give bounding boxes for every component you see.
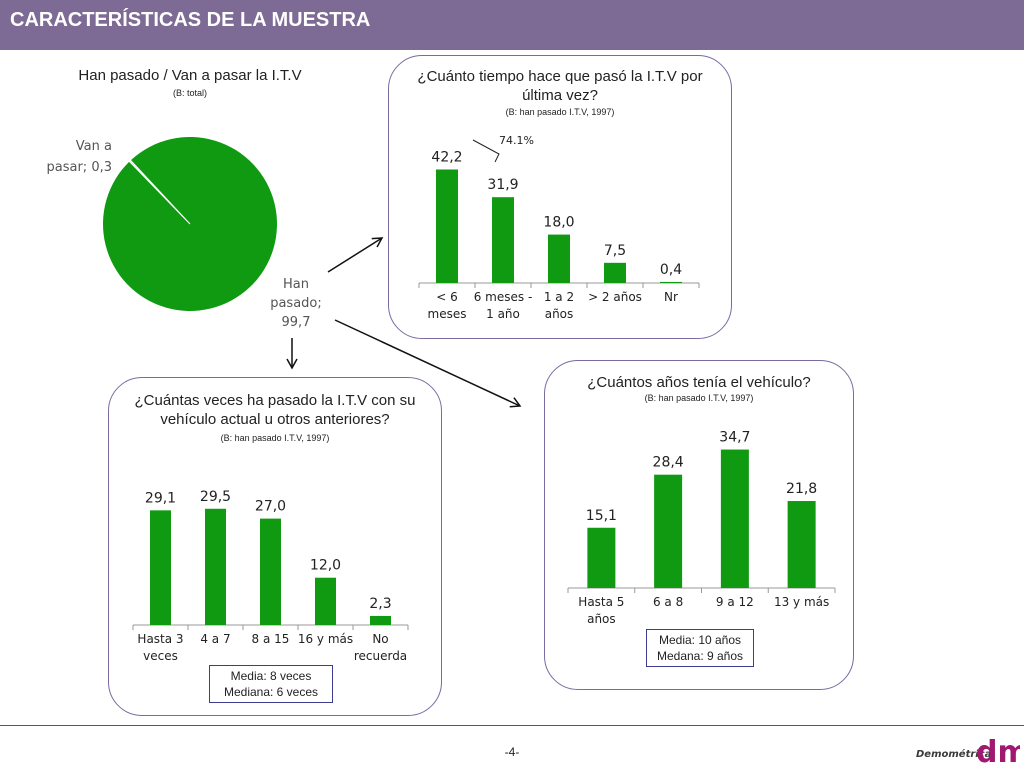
age-category-label-2: 9 a 12 [716, 595, 754, 609]
time-value-label-0: 42,2 [431, 149, 462, 165]
times-category-label-1: 4 a 7 [200, 632, 230, 646]
age-value-label-2: 34,7 [719, 430, 750, 446]
times-bar-3 [315, 577, 336, 625]
time-bar-0 [436, 169, 458, 283]
pie-slice-van-a-pasar [128, 159, 191, 225]
age-bar-2 [720, 449, 749, 588]
times-category-label-0: veces [143, 649, 178, 663]
time-bar-1 [492, 197, 514, 283]
age-bar-1 [654, 474, 683, 588]
logo-mark: dm [976, 735, 1020, 766]
time-category-label-1: 1 año [486, 307, 520, 321]
logo-text: Demométrica [916, 748, 992, 760]
time-value-label-2: 18,0 [543, 215, 574, 231]
age-bar-0 [587, 527, 616, 588]
panel-itv-count: ¿Cuántas veces ha pasado la I.T.V con su… [108, 377, 442, 716]
age-value-label-3: 21,8 [786, 481, 817, 497]
time-chart-title: ¿Cuánto tiempo hace que pasó la I.T.V po… [417, 68, 703, 104]
times-chart-base: (B: han pasado I.T.V, 1997) [220, 433, 330, 443]
slide-title: CARACTERÍSTICAS DE LA MUESTRA [10, 9, 371, 31]
pie-label-han-pasado-line: 99,7 [282, 315, 311, 330]
panel-vehicle-age: ¿Cuántos años tenía el vehículo? (B: han… [544, 360, 854, 690]
pie-label-van-a-pasar-line: Van a [76, 139, 112, 154]
age-category-label-1: 6 a 8 [653, 595, 683, 609]
age-category-label-3: 13 y más [774, 595, 829, 609]
times-median: Mediana: 6 veces [223, 685, 319, 699]
times-stats-box: Media: 8 veces Mediana: 6 veces [209, 665, 333, 703]
times-value-label-4: 2,3 [369, 596, 391, 612]
age-chart-title: ¿Cuántos años tenía el vehículo? [587, 374, 811, 391]
age-value-label-1: 28,4 [653, 455, 684, 471]
time-category-label-4: Nr [664, 290, 678, 304]
times-bar-1 [205, 508, 226, 625]
pie-label-han-pasado-line: Han [283, 277, 309, 292]
times-value-label-0: 29,1 [145, 490, 176, 506]
pie-chart: Van a pasar; 0,3 Han pasado; 99,7 [47, 137, 322, 330]
time-category-label-0: < 6 [436, 290, 458, 304]
panel-time-since-itv: ¿Cuánto tiempo hace que pasó la I.T.V po… [388, 55, 732, 339]
time-value-label-3: 7,5 [604, 243, 626, 259]
demometrica-logo: Demométrica dm [916, 735, 1020, 766]
times-chart-title: ¿Cuántas veces ha pasado la I.T.V con su… [134, 392, 416, 428]
times-value-label-1: 29,5 [200, 489, 231, 505]
pie-label-han-pasado-line: pasado; [270, 296, 322, 311]
time-category-label-0: meses [428, 307, 467, 321]
times-category-label-2: 8 a 15 [252, 632, 290, 646]
page-number: -4- [504, 745, 520, 759]
times-bar-chart: 29,1 Hasta 3 veces 29,5 4 a 7 27,0 8 a 15 12,0 1… [132, 489, 409, 663]
time-bar-2 [548, 234, 570, 283]
times-value-label-2: 27,0 [255, 499, 286, 515]
age-category-label-0: años [587, 612, 616, 626]
time-bracket-line [472, 139, 500, 163]
time-bar-4 [660, 281, 682, 283]
time-bar-3 [604, 262, 626, 283]
times-category-label-4: recuerda [354, 649, 407, 663]
age-stats-box: Media: 10 años Medana: 9 años [646, 629, 754, 667]
time-value-label-1: 31,9 [487, 177, 518, 193]
times-value-label-3: 12,0 [310, 558, 341, 574]
time-category-label-2: 1 a 2 [544, 290, 574, 304]
age-median: Medana: 9 años [656, 649, 744, 663]
time-chart-base: (B: han pasado I.T.V, 1997) [505, 107, 615, 117]
time-category-label-2: años [545, 307, 574, 321]
times-mean: Media: 8 veces [230, 669, 312, 683]
pie-chart-base: (B: total) [172, 88, 207, 98]
time-category-label-1: 6 meses - [474, 290, 533, 304]
time-value-label-4: 0,4 [660, 262, 682, 278]
age-mean: Media: 10 años [658, 633, 742, 647]
time-category-label-3: > 2 años [588, 290, 642, 304]
times-category-label-0: Hasta 3 [137, 632, 183, 646]
times-category-label-4: No [372, 632, 388, 646]
age-bar-3 [787, 501, 816, 588]
pie-chart-title: Han pasado / Van a pasar la I.T.V [78, 67, 302, 84]
times-bar-4 [370, 615, 391, 625]
footer-divider [0, 725, 1024, 726]
times-bar-0 [150, 510, 171, 625]
times-bar-2 [260, 518, 281, 625]
age-category-label-0: Hasta 5 [578, 595, 624, 609]
arrow-to-time-chart [327, 237, 384, 273]
pie-label-van-a-pasar-line: pasar; 0,3 [47, 160, 113, 175]
time-bracket-label: 74.1% [499, 134, 534, 147]
arrow-to-age-chart [334, 319, 522, 408]
age-bar-chart: 15,1 Hasta 5 años 28,4 6 a 8 34,7 9 a 12 21,8 13… [567, 430, 836, 626]
age-value-label-0: 15,1 [586, 508, 617, 524]
time-bar-chart: 42,2 < 6 meses 31,9 6 meses - 1 año 18,0 1 a 2 a… [418, 134, 700, 321]
times-category-label-3: 16 y más [298, 632, 353, 646]
title-bar: CARACTERÍSTICAS DE LA MUESTRA [0, 0, 1024, 50]
age-chart-base: (B: han pasado I.T.V, 1997) [644, 393, 754, 403]
